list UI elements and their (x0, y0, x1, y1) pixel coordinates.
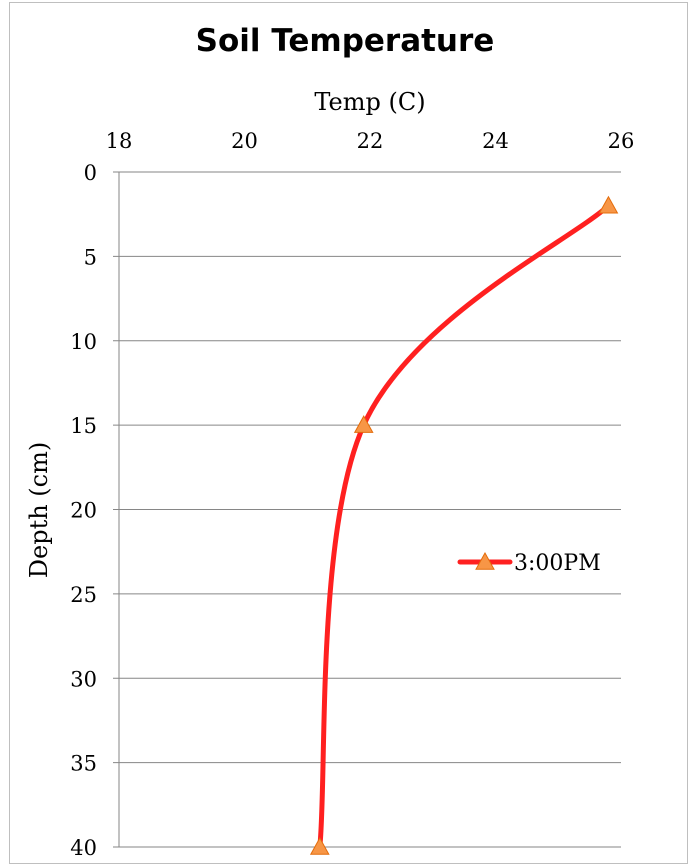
x-tick-label: 20 (231, 129, 258, 153)
y-tick-label: 20 (70, 499, 97, 523)
series-line (317, 203, 611, 850)
gridlines (113, 171, 621, 848)
y-tick-label: 25 (70, 583, 97, 607)
y-tick-label: 40 (70, 836, 97, 860)
x-tick-label: 22 (357, 129, 384, 153)
y-axis-title: Depth (cm) (25, 442, 53, 578)
y-tick-label: 15 (70, 414, 97, 438)
x-tick-label: 26 (608, 129, 635, 153)
legend-label: 3:00PM (514, 551, 601, 576)
y-tick-label: 35 (70, 752, 97, 776)
data-point-marker (598, 195, 619, 214)
series-layer (309, 195, 619, 855)
y-tick-label: 5 (84, 245, 97, 269)
legend: 3:00PM (457, 551, 601, 576)
x-tick-label: 24 (482, 129, 509, 153)
x-tick-label: 18 (106, 129, 133, 153)
chart-frame (9, 2, 688, 864)
x-axis-title: Temp (C) (314, 88, 425, 116)
y-tick-label: 0 (84, 161, 97, 185)
y-tick-label: 10 (70, 330, 97, 354)
data-point-marker (353, 415, 374, 433)
y-tick-label: 30 (70, 667, 97, 691)
chart-title: Soil Temperature (196, 23, 495, 59)
legend-marker (475, 551, 495, 570)
tick-labels: 0 5 10 15 20 25 30 35 40 18 20 22 24 26 (70, 129, 634, 860)
data-point-marker (309, 836, 330, 855)
